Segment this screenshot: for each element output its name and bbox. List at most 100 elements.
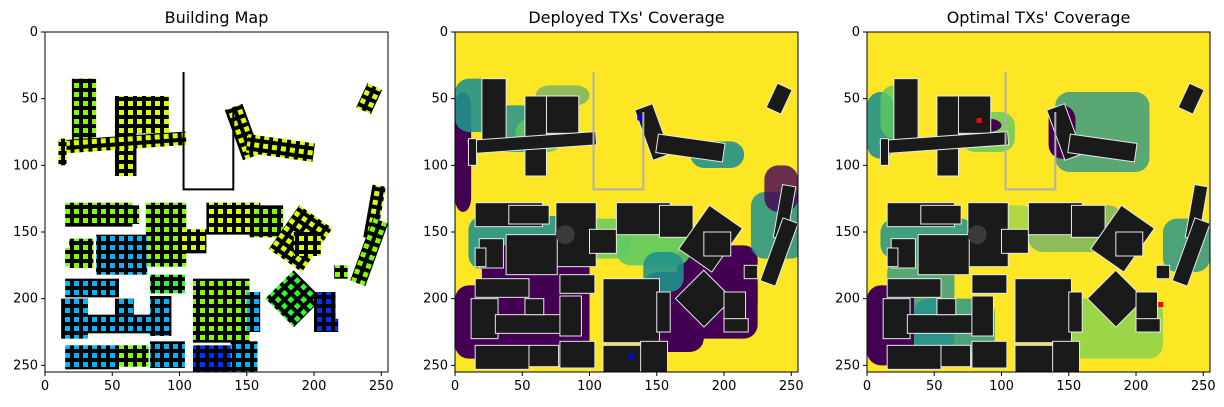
building-footprint (886, 247, 899, 268)
x-tick-label: 150 (644, 379, 669, 394)
x-tick-label: 100 (577, 379, 602, 394)
building-footprint (1067, 133, 1138, 163)
y-tick-label: 100 (13, 158, 38, 173)
axes-frame (454, 31, 799, 373)
building-footprint (886, 278, 942, 298)
x-tick-label: 0 (863, 379, 871, 394)
y-tick-label: 50 (431, 92, 448, 107)
x-tick-label: 250 (1191, 379, 1216, 394)
building-footprint (149, 341, 185, 368)
panel-title: Deployed TXs' Coverage (528, 8, 724, 27)
round-structure (555, 225, 575, 245)
building-footprint (971, 340, 1008, 369)
building-footprint (149, 296, 172, 336)
building-footprint (1014, 278, 1072, 344)
x-tick-label: 250 (779, 379, 804, 394)
building-footprint (58, 138, 67, 166)
building-footprint (559, 295, 582, 337)
building-footprint (1070, 204, 1106, 238)
x-tick-label: 200 (712, 379, 737, 394)
building-footprint (246, 292, 261, 332)
building-footprint (508, 204, 550, 225)
building-footprint (743, 264, 759, 280)
y-tick-label: 200 (13, 292, 38, 307)
building-footprint (350, 217, 388, 287)
plot-area (45, 32, 388, 372)
y-tick-label: 200 (423, 292, 448, 307)
outline-structure (1004, 72, 1057, 191)
y-tick-label: 0 (30, 25, 38, 40)
building-footprint (65, 278, 119, 298)
building-footprint (656, 291, 671, 333)
y-tick-label: 200 (835, 292, 860, 307)
transmitter-marker-tx-south (629, 354, 635, 359)
building-footprint (1001, 228, 1029, 254)
x-tick-label: 50 (514, 379, 531, 394)
building-footprint (1155, 264, 1171, 280)
building-footprint (505, 234, 558, 276)
building-footprint (179, 229, 207, 254)
building-footprint (61, 298, 89, 339)
building-footprint (524, 298, 545, 316)
building-footprint (882, 298, 911, 340)
building-footprint (658, 204, 694, 238)
building-footprint (118, 345, 149, 367)
transmitter-marker-tx-north (976, 118, 982, 123)
x-tick-label: 0 (41, 379, 49, 394)
x-tick-label: 200 (1124, 379, 1149, 394)
y-tick-label: 150 (835, 225, 860, 240)
building-footprint (481, 78, 507, 146)
building-footprint (723, 291, 747, 322)
x-tick-label: 0 (451, 379, 459, 394)
building-footprint (1115, 231, 1144, 257)
outline-structure (592, 72, 645, 191)
building-footprint (334, 265, 348, 279)
building-footprint (356, 83, 383, 115)
y-tick-label: 250 (13, 358, 38, 373)
building-footprint (879, 138, 890, 166)
building-footprint (1014, 344, 1056, 372)
round-structure (967, 225, 987, 245)
y-tick-label: 150 (13, 225, 38, 240)
building-footprint (602, 278, 660, 344)
x-tick-label: 100 (989, 379, 1014, 394)
y-tick-label: 100 (423, 158, 448, 173)
outline-structure (182, 72, 235, 191)
building-footprint (1177, 82, 1205, 115)
building-footprint (65, 345, 119, 370)
building-footprint (85, 314, 169, 334)
building-footprint (589, 228, 617, 254)
building-footprint (971, 295, 994, 337)
panel-title: Building Map (165, 8, 269, 27)
building-footprint (655, 133, 726, 163)
building-footprint (98, 205, 140, 224)
y-tick-label: 150 (423, 225, 448, 240)
building-footprint (971, 274, 1008, 294)
building-footprint (936, 298, 957, 316)
x-tick-label: 50 (926, 379, 943, 394)
y-tick-label: 250 (835, 358, 860, 373)
y-tick-label: 50 (21, 92, 38, 107)
plot-area (867, 32, 1210, 372)
building-footprint (249, 205, 284, 238)
building-footprint (640, 340, 669, 372)
building-footprint (559, 274, 596, 294)
building-footprint (723, 318, 749, 333)
building-footprint (470, 298, 499, 340)
building-footprint (145, 202, 187, 267)
building-footprint (314, 318, 339, 332)
building-footprint (192, 278, 250, 343)
building-footprint (245, 134, 315, 162)
x-tick-label: 150 (234, 379, 259, 394)
building-footprint (314, 292, 336, 322)
y-tick-label: 250 (423, 358, 448, 373)
building-footprint (71, 78, 97, 146)
x-tick-label: 150 (1056, 379, 1081, 394)
building-footprint (230, 341, 258, 372)
building-footprint (467, 138, 478, 166)
building-footprint (58, 131, 187, 154)
x-tick-label: 200 (302, 379, 327, 394)
building-footprint (474, 344, 530, 370)
